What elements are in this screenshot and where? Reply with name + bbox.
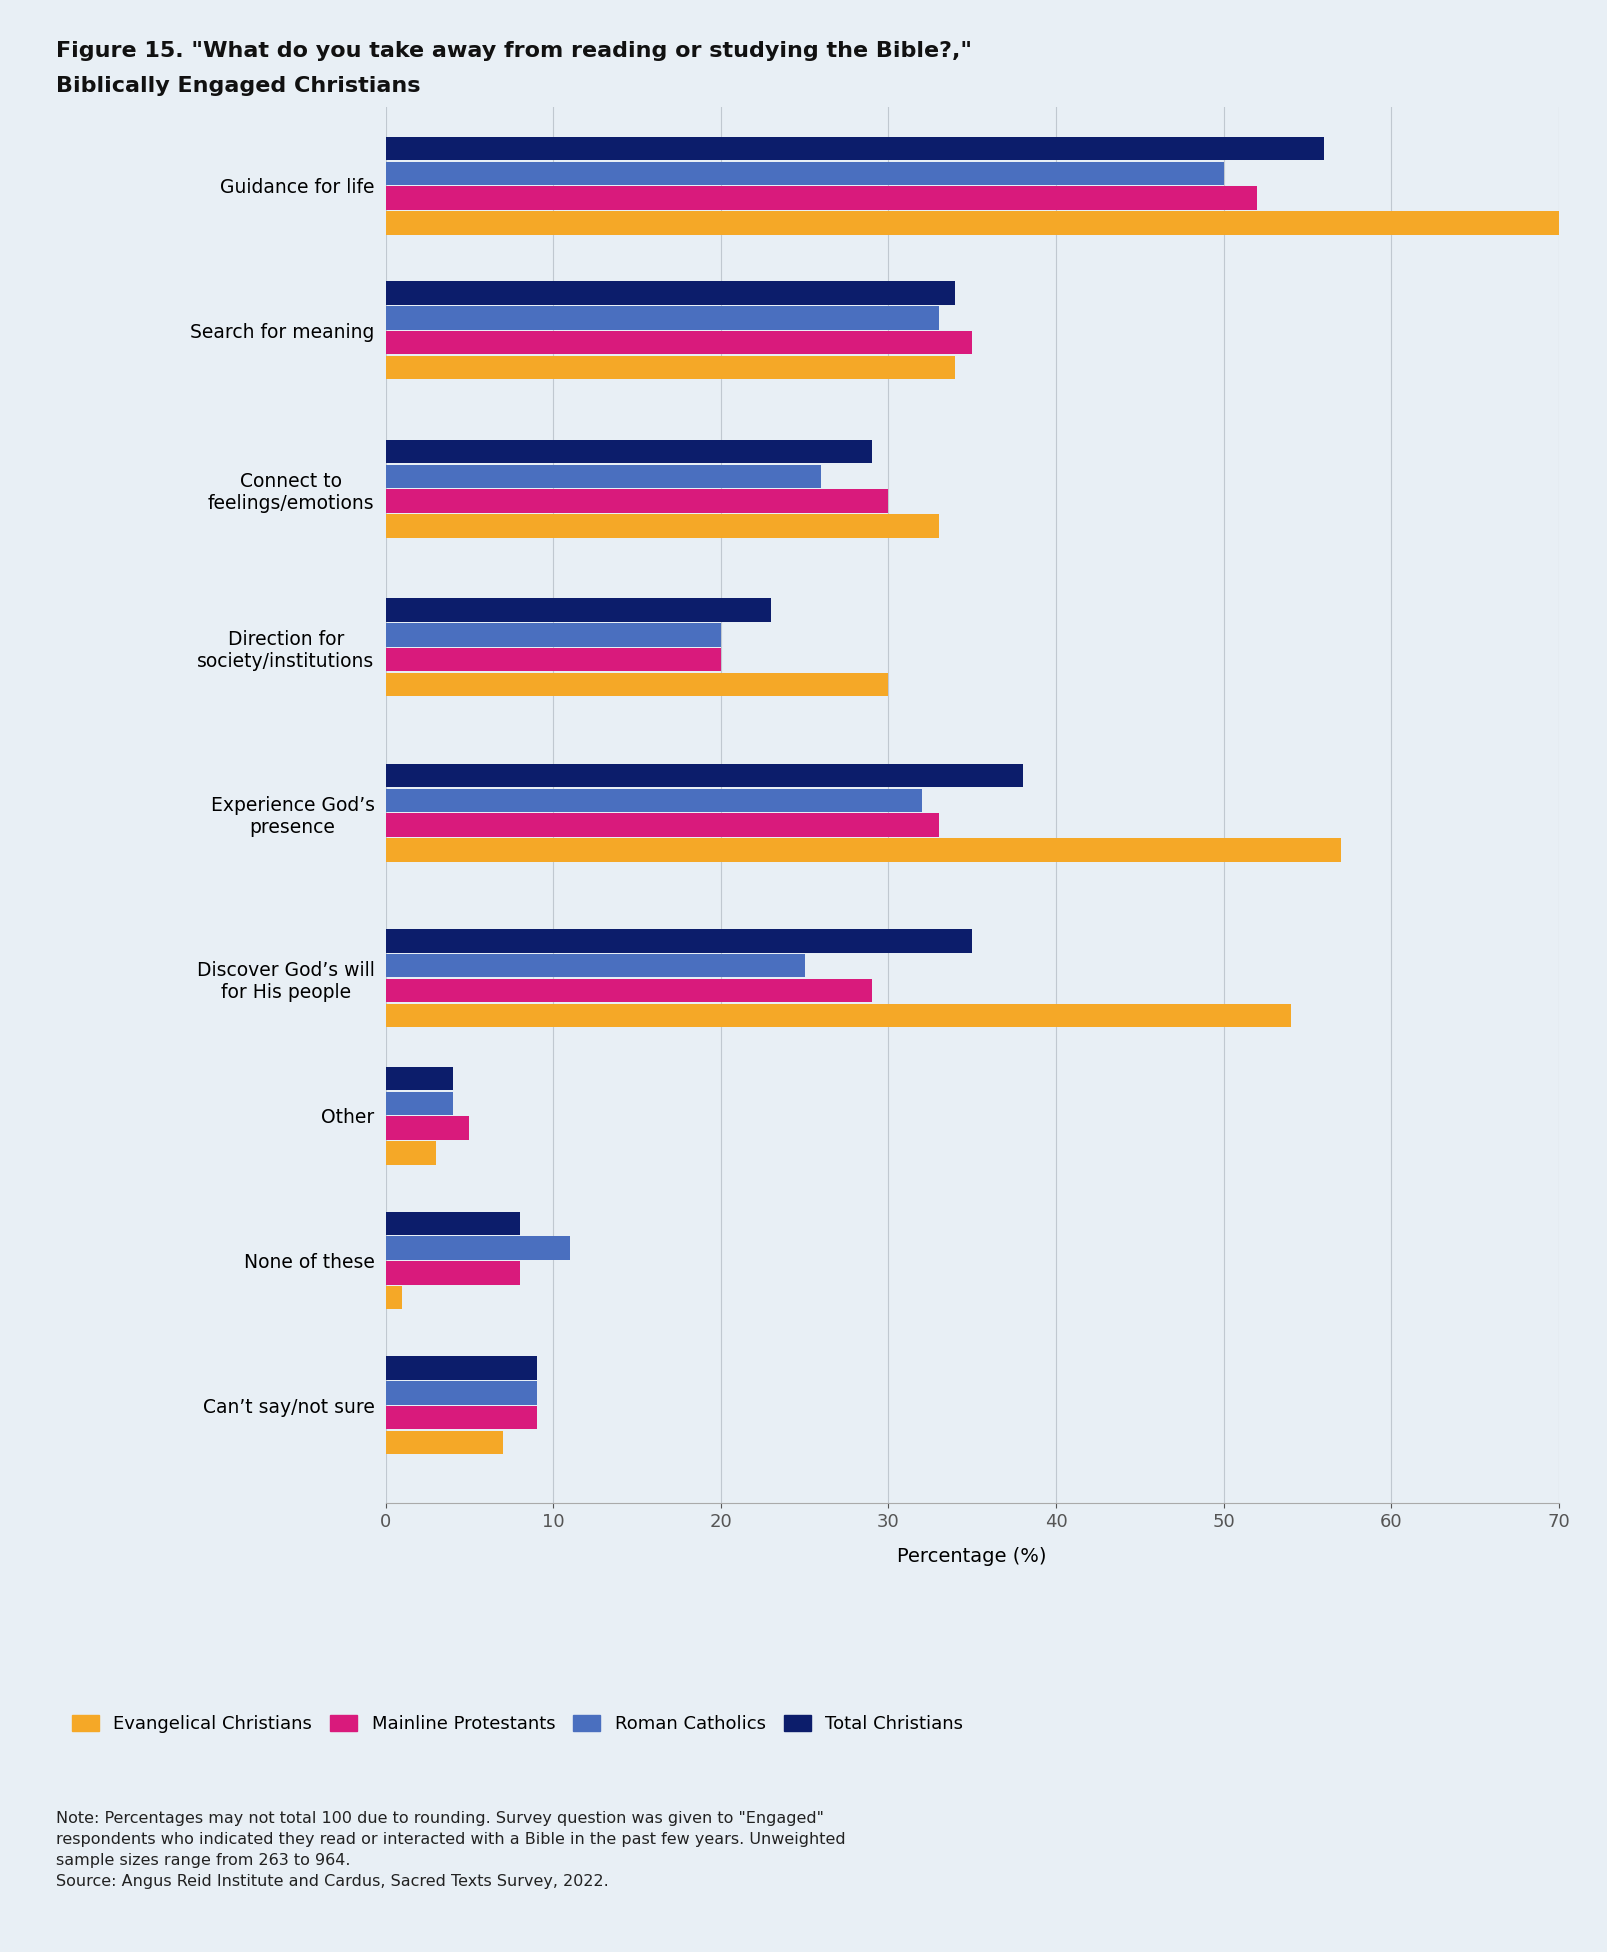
Bar <box>386 978 871 1001</box>
Bar <box>386 955 805 978</box>
X-axis label: Percentage (%): Percentage (%) <box>897 1548 1048 1566</box>
Text: Note: Percentages may not total 100 due to rounding. Survey question was given t: Note: Percentages may not total 100 due … <box>56 1811 845 1890</box>
Bar <box>386 1212 519 1236</box>
Bar <box>386 1405 537 1429</box>
Bar <box>386 490 889 513</box>
Bar <box>386 465 821 488</box>
Bar <box>386 1068 453 1091</box>
Bar <box>386 1142 435 1165</box>
Bar <box>386 1382 537 1405</box>
Bar <box>386 1261 519 1284</box>
Bar <box>386 1357 537 1380</box>
Bar <box>386 673 889 697</box>
Bar <box>386 137 1324 160</box>
Bar <box>386 513 938 537</box>
Bar <box>386 814 938 837</box>
Bar <box>386 599 771 623</box>
Bar <box>386 1286 402 1310</box>
Bar <box>386 837 1340 861</box>
Text: Figure 15. "What do you take away from reading or studying the Bible?,": Figure 15. "What do you take away from r… <box>56 41 972 61</box>
Bar <box>386 355 956 379</box>
Bar <box>386 439 871 463</box>
Bar <box>386 623 722 646</box>
Bar <box>386 1003 1290 1027</box>
Bar <box>386 1117 469 1140</box>
Bar <box>386 648 722 671</box>
Bar <box>386 332 972 355</box>
Bar <box>386 1236 570 1259</box>
Bar <box>386 929 972 953</box>
Bar <box>386 763 1022 787</box>
Text: Biblically Engaged Christians: Biblically Engaged Christians <box>56 76 421 96</box>
Bar <box>386 789 922 812</box>
Bar <box>386 211 1559 234</box>
Bar <box>386 162 1223 185</box>
Bar <box>386 185 1257 209</box>
Bar <box>386 281 956 305</box>
Bar <box>386 306 938 330</box>
Bar <box>386 1091 453 1115</box>
Legend: Evangelical Christians, Mainline Protestants, Roman Catholics, Total Christians: Evangelical Christians, Mainline Protest… <box>66 1710 969 1739</box>
Bar <box>386 1431 503 1454</box>
